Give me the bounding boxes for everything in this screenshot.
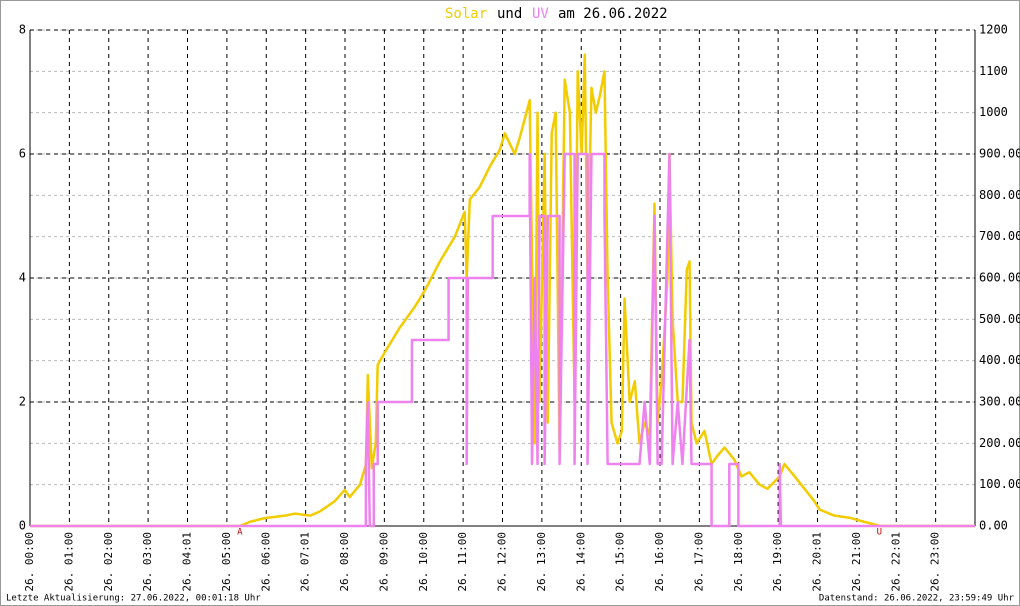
title-date: am 26.06.2022 xyxy=(558,6,668,22)
y2-tick-label: 500.00 xyxy=(979,312,1020,326)
x-tick-label: 26. 02:00 xyxy=(102,532,115,592)
x-tick-label: 26. 16:00 xyxy=(653,532,666,592)
y-tick-label: 8 xyxy=(19,23,26,37)
y2-tick-label: 800.00 xyxy=(979,188,1020,202)
x-tick-label: 26. 04:01 xyxy=(181,532,194,592)
y2-tick-label: 0.00 xyxy=(979,519,1008,533)
x-tick-label: 26. 22:01 xyxy=(889,532,902,592)
y2-tick-label: 400.00 xyxy=(979,353,1020,367)
x-tick-label: 26. 17:00 xyxy=(692,532,705,592)
y2-tick-label: 700.00 xyxy=(979,229,1020,243)
x-tick-label: 26. 21:00 xyxy=(850,532,863,592)
y-tick-label: 2 xyxy=(19,395,26,409)
x-tick-label: 26. 23:00 xyxy=(929,532,942,592)
x-tick-label: 26. 03:00 xyxy=(141,532,154,592)
y2-tick-label: 900.00 xyxy=(979,147,1020,161)
y2-tick-label: 1200 xyxy=(979,23,1008,37)
x-tick-label: 26. 06:00 xyxy=(259,532,272,592)
legend-solar: Solar xyxy=(445,6,487,22)
x-tick-label: 26. 15:00 xyxy=(614,532,627,592)
x-tick-label: 26. 07:01 xyxy=(299,532,312,592)
annotation: A xyxy=(237,528,243,538)
y-tick-label: 6 xyxy=(19,147,26,161)
footer-left: Letzte Aktualisierung: 27.06.2022, 00:01… xyxy=(6,594,261,604)
x-tick-label: 26. 13:00 xyxy=(535,532,548,592)
y2-tick-label: 1000 xyxy=(979,105,1008,119)
x-tick-label: 26. 20:01 xyxy=(811,532,824,592)
legend-uv: UV xyxy=(532,6,549,22)
title-join: und xyxy=(497,6,522,22)
y-tick-label: 4 xyxy=(19,271,26,285)
y2-tick-label: 600.00 xyxy=(979,271,1020,285)
series-line xyxy=(30,152,975,528)
x-tick-label: 26. 00:00 xyxy=(23,532,36,592)
x-tick-label: 26. 11:00 xyxy=(456,532,469,592)
y2-tick-label: 200.00 xyxy=(979,436,1020,450)
x-tick-label: 26. 08:00 xyxy=(338,532,351,592)
footer-right: Datenstand: 26.06.2022, 23:59:49 Uhr xyxy=(819,594,1015,604)
x-tick-label: 26. 10:00 xyxy=(417,532,430,592)
annotation: U xyxy=(877,528,882,538)
x-tick-label: 26. 12:00 xyxy=(496,532,509,592)
y2-tick-label: 300.00 xyxy=(979,395,1020,409)
y2-tick-label: 100.00 xyxy=(979,477,1020,491)
x-tick-label: 26. 14:00 xyxy=(574,532,587,592)
y-tick-label: 0 xyxy=(19,519,26,533)
x-tick-label: 26. 05:00 xyxy=(220,532,233,592)
y2-tick-label: 1100 xyxy=(979,64,1008,78)
x-tick-label: 26. 01:00 xyxy=(62,532,75,592)
x-tick-label: 26. 09:00 xyxy=(377,532,390,592)
x-tick-label: 26. 19:00 xyxy=(771,532,784,592)
x-tick-label: 26. 18:00 xyxy=(732,532,745,592)
